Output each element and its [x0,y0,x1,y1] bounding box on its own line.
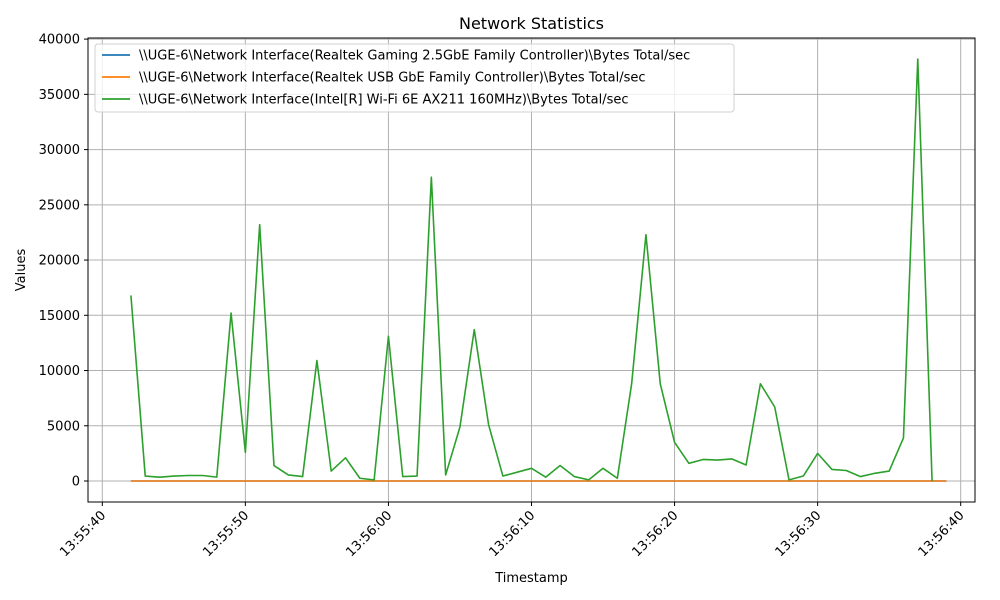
series-lines [130,58,947,482]
y-tick-label: 25000 [39,198,80,213]
legend-label: \\UGE-6\Network Interface(Realtek USB Gb… [139,71,646,86]
x-tick-label: 13:56:20 [629,508,681,560]
y-axis-label: Values [14,249,29,292]
y-tick-label: 0 [72,475,80,490]
x-tick-label: 13:55:40 [57,508,109,560]
x-tick-label: 13:55:50 [200,508,252,560]
y-tick-label: 10000 [39,364,80,379]
y-tick-label: 5000 [47,419,80,434]
grid [88,38,975,502]
y-tick-label: 15000 [39,309,80,324]
y-tick-label: 30000 [39,143,80,158]
legend-label: \\UGE-6\Network Interface(Intel[R] Wi-Fi… [139,93,629,108]
chart-title: Network Statistics [459,14,604,33]
x-axis-label: Timestamp [494,571,568,586]
legend: \\UGE-6\Network Interface(Realtek Gaming… [94,43,735,113]
y-tick-label: 20000 [39,254,80,269]
legend-label: \\UGE-6\Network Interface(Realtek Gaming… [139,49,690,64]
x-tick-label: 13:56:30 [773,508,825,560]
x-tick-label: 13:56:10 [486,508,538,560]
y-tick-label: 35000 [39,88,80,103]
x-tick-label: 13:56:40 [916,508,968,560]
y-tick-label: 40000 [39,33,80,48]
legend-box [94,43,735,113]
series-line-3 [130,58,933,482]
x-tick-label: 13:56:00 [343,508,395,560]
